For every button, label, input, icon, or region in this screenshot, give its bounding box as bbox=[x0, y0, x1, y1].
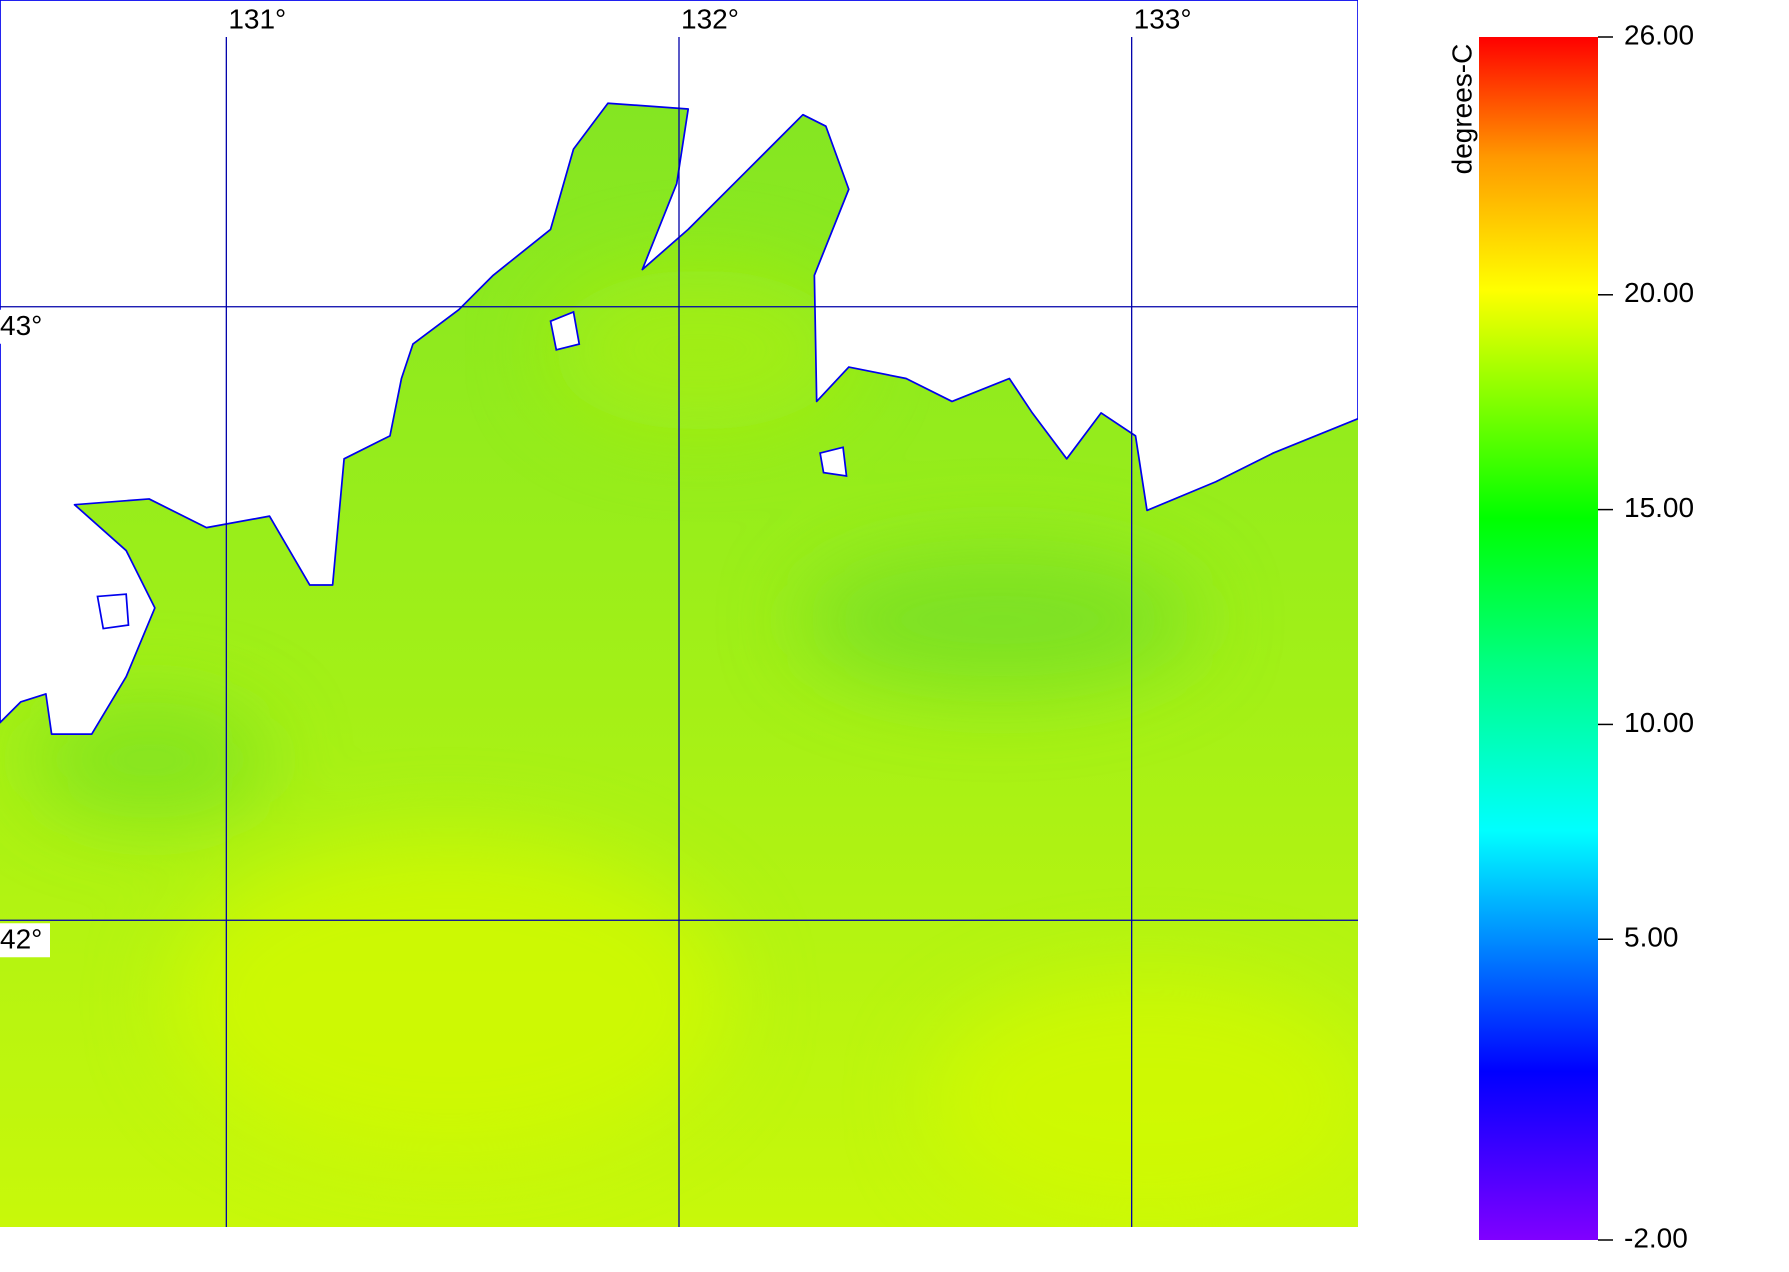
longitude-label: 132° bbox=[681, 3, 739, 34]
colorbar-tick-label: 26.00 bbox=[1624, 19, 1694, 50]
latitude-label-bg bbox=[0, 309, 50, 344]
colorbar-tick-label: -2.00 bbox=[1624, 1222, 1688, 1253]
graticule: 131° 132° 133° 43° 42° bbox=[0, 3, 1358, 1227]
colorbar-tick-label: 5.00 bbox=[1624, 922, 1679, 953]
latitude-label: 43° bbox=[0, 310, 42, 341]
land bbox=[0, 0, 1358, 735]
longitude-label: 131° bbox=[228, 3, 286, 34]
latitude-label-bg bbox=[0, 923, 50, 958]
sst-map bbox=[0, 0, 1358, 1227]
colorbar-tick-label: 10.00 bbox=[1624, 707, 1694, 738]
colorbar-label: degrees-C bbox=[1446, 44, 1477, 175]
colorbar-tick-label: 20.00 bbox=[1624, 277, 1694, 308]
colorbar-tick-label: 15.00 bbox=[1624, 492, 1694, 523]
colorbar bbox=[1479, 37, 1598, 1240]
longitude-label: 133° bbox=[1134, 3, 1192, 34]
latitude-label: 42° bbox=[0, 924, 42, 955]
